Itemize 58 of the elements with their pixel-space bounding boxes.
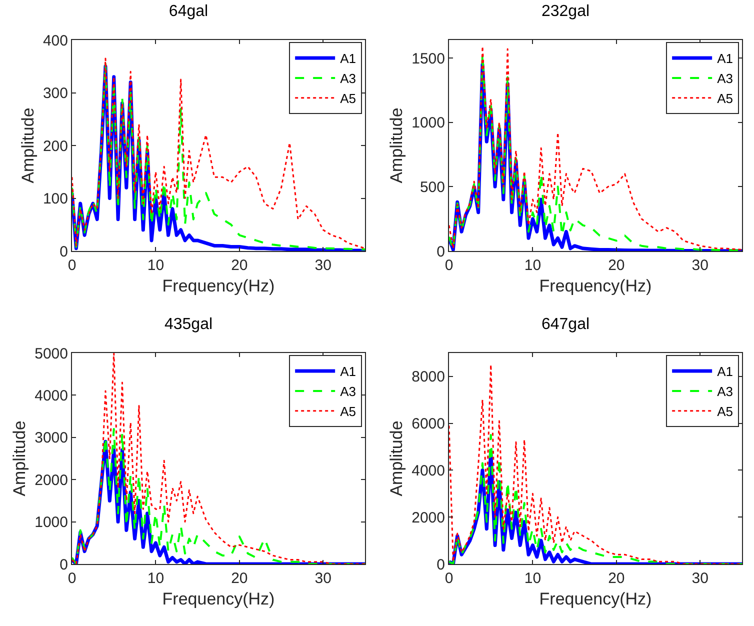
chart-title: 64gal — [168, 2, 208, 20]
y-tick-label: 1000 — [34, 514, 68, 532]
chart-title: 647gal — [541, 316, 590, 333]
y-tick-label: 200 — [42, 138, 68, 155]
x-tick-label: 30 — [692, 257, 708, 274]
x-tick-label: 30 — [692, 570, 708, 587]
y-tick-label: 5000 — [34, 345, 68, 362]
legend-label: A1 — [717, 51, 733, 66]
legend-label: A5 — [717, 404, 733, 419]
legend-label: A3 — [340, 71, 356, 86]
x-axis-title: Frequency(Hz) — [162, 276, 275, 296]
legend-label: A3 — [340, 384, 356, 400]
y-axis-title: Amplitude — [387, 108, 406, 184]
y-tick-label: 0 — [60, 556, 68, 574]
y-tick-label: 0 — [436, 556, 445, 574]
y-axis-title: Amplitude — [10, 420, 30, 496]
y-axis-title: Amplitude — [18, 108, 38, 184]
y-tick-label: 0 — [436, 243, 445, 260]
line-series — [449, 364, 742, 564]
y-tick-label: 400 — [42, 32, 68, 50]
y-axis-title: Amplitude — [387, 420, 406, 496]
legend-label: A5 — [340, 404, 356, 419]
y-tick-label: 2000 — [34, 472, 68, 489]
x-tick-label: 10 — [147, 570, 164, 587]
legend-label: A3 — [717, 71, 733, 86]
y-tick-label: 500 — [420, 178, 445, 196]
y-tick-label: 1500 — [412, 50, 445, 68]
legend-label: A3 — [717, 384, 733, 400]
y-tick-label: 2000 — [412, 509, 445, 526]
y-tick-label: 300 — [42, 85, 68, 102]
y-tick-label: 6000 — [412, 416, 445, 433]
legend-label: A5 — [340, 90, 356, 106]
x-tick-label: 10 — [524, 570, 542, 587]
x-tick-label: 20 — [608, 257, 625, 274]
legend-label: A1 — [340, 51, 356, 66]
legend-label: A1 — [340, 364, 356, 380]
x-tick-label: 10 — [524, 257, 542, 274]
x-tick-label: 10 — [147, 257, 164, 274]
line-series — [72, 353, 365, 564]
y-tick-label: 4000 — [34, 387, 68, 404]
y-tick-label: 100 — [42, 190, 68, 208]
y-tick-label: 8000 — [412, 368, 445, 386]
y-tick-label: 3000 — [34, 430, 68, 447]
x-tick-label: 20 — [231, 257, 248, 274]
y-tick-label: 0 — [60, 243, 68, 260]
legend-label: A5 — [717, 90, 733, 106]
chart-title: 435gal — [164, 316, 213, 333]
x-axis-title: Frequency(Hz) — [162, 589, 275, 608]
x-tick-label: 30 — [314, 570, 332, 587]
x-axis-title: Frequency(Hz) — [539, 589, 652, 608]
legend-label: A1 — [717, 364, 733, 380]
x-axis-title: Frequency(Hz) — [539, 276, 652, 296]
chart-title: 232gal — [541, 2, 590, 20]
y-tick-label: 4000 — [412, 462, 445, 480]
x-tick-label: 20 — [608, 570, 625, 587]
y-tick-label: 1000 — [412, 114, 445, 132]
x-tick-label: 30 — [314, 257, 332, 274]
x-tick-label: 20 — [231, 570, 248, 587]
